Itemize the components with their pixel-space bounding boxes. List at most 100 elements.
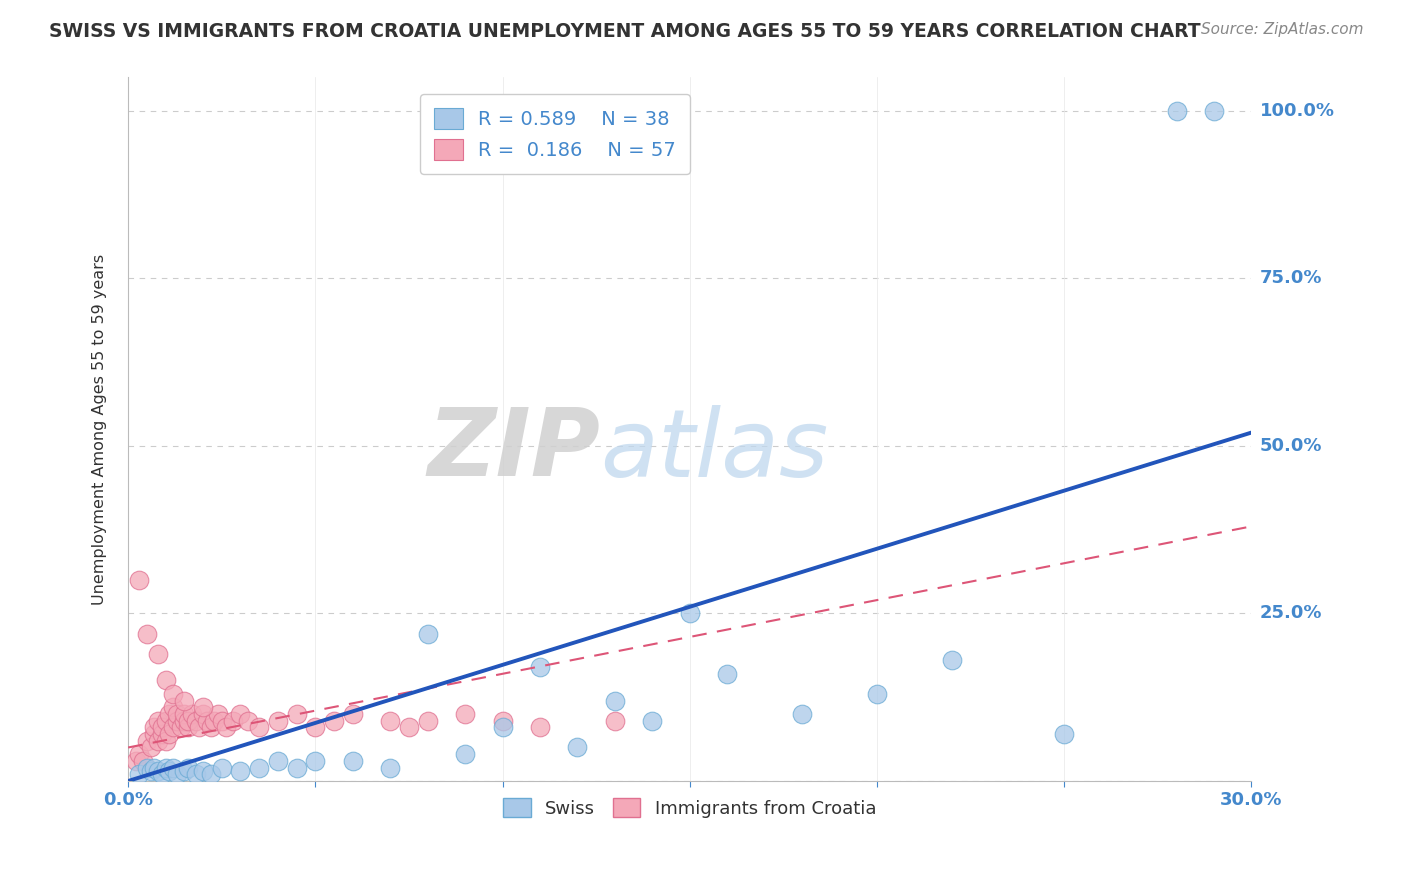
Point [173, 693, 195, 707]
Point [207, 706, 229, 721]
Point [211, 714, 233, 728]
Text: 50.0%: 50.0% [1260, 437, 1322, 455]
Text: SWISS VS IMMIGRANTS FROM CROATIA UNEMPLOYMENT AMONG AGES 55 TO 59 YEARS CORRELAT: SWISS VS IMMIGRANTS FROM CROATIA UNEMPLO… [49, 22, 1201, 41]
Point [229, 764, 252, 778]
Point [173, 764, 195, 778]
Point [150, 727, 173, 741]
Point [202, 714, 225, 728]
Point [211, 761, 233, 775]
Point [146, 714, 169, 728]
Point [150, 720, 173, 734]
Point [135, 626, 157, 640]
Point [941, 653, 963, 667]
Point [195, 714, 218, 728]
Point [177, 714, 200, 728]
Point [603, 693, 626, 707]
Point [222, 714, 245, 728]
Text: 100.0%: 100.0% [1260, 102, 1334, 120]
Point [143, 727, 166, 741]
Point [342, 706, 364, 721]
Point [162, 761, 184, 775]
Point [191, 706, 214, 721]
Text: ZIP: ZIP [427, 404, 600, 496]
Point [790, 706, 813, 721]
Point [200, 720, 222, 734]
Point [214, 720, 236, 734]
Text: 75.0%: 75.0% [1260, 269, 1322, 287]
Point [236, 714, 259, 728]
Point [162, 700, 184, 714]
Point [247, 720, 270, 734]
Point [166, 767, 188, 781]
Point [169, 720, 191, 734]
Point [157, 727, 180, 741]
Point [124, 754, 146, 768]
Point [166, 706, 188, 721]
Point [155, 673, 177, 688]
Point [304, 754, 326, 768]
Point [567, 740, 589, 755]
Text: 25.0%: 25.0% [1260, 605, 1322, 623]
Point [162, 687, 184, 701]
Point [342, 754, 364, 768]
Text: atlas: atlas [600, 405, 828, 496]
Point [454, 747, 477, 762]
Point [200, 767, 222, 781]
Point [139, 764, 162, 778]
Point [866, 687, 889, 701]
Point [155, 761, 177, 775]
Point [304, 720, 326, 734]
Point [146, 733, 169, 747]
Point [529, 660, 551, 674]
Point [128, 767, 150, 781]
Point [162, 720, 184, 734]
Y-axis label: Unemployment Among Ages 55 to 59 years: Unemployment Among Ages 55 to 59 years [93, 253, 107, 605]
Point [139, 740, 162, 755]
Point [1166, 103, 1188, 118]
Point [173, 706, 195, 721]
Point [398, 720, 420, 734]
Point [184, 767, 207, 781]
Point [323, 714, 346, 728]
Point [146, 764, 169, 778]
Point [132, 754, 155, 768]
Point [229, 706, 252, 721]
Point [143, 761, 166, 775]
Point [128, 573, 150, 587]
Point [191, 764, 214, 778]
Point [188, 720, 211, 734]
Point [128, 747, 150, 762]
Point [135, 761, 157, 775]
Point [135, 733, 157, 747]
Point [177, 720, 200, 734]
Point [380, 714, 402, 728]
Point [285, 706, 308, 721]
Point [146, 647, 169, 661]
Point [454, 706, 477, 721]
Point [184, 714, 207, 728]
Point [529, 720, 551, 734]
Point [267, 714, 290, 728]
Point [416, 626, 439, 640]
Point [285, 761, 308, 775]
Point [247, 761, 270, 775]
Point [150, 767, 173, 781]
Point [641, 714, 664, 728]
Point [173, 714, 195, 728]
Legend: Swiss, Immigrants from Croatia: Swiss, Immigrants from Croatia [496, 791, 883, 825]
Point [157, 706, 180, 721]
Point [180, 706, 202, 721]
Point [416, 714, 439, 728]
Point [166, 714, 188, 728]
Point [191, 700, 214, 714]
Point [380, 761, 402, 775]
Text: Source: ZipAtlas.com: Source: ZipAtlas.com [1201, 22, 1364, 37]
Point [267, 754, 290, 768]
Point [1202, 103, 1225, 118]
Point [603, 714, 626, 728]
Point [1053, 727, 1076, 741]
Point [155, 733, 177, 747]
Point [177, 761, 200, 775]
Point [491, 720, 513, 734]
Point [143, 720, 166, 734]
